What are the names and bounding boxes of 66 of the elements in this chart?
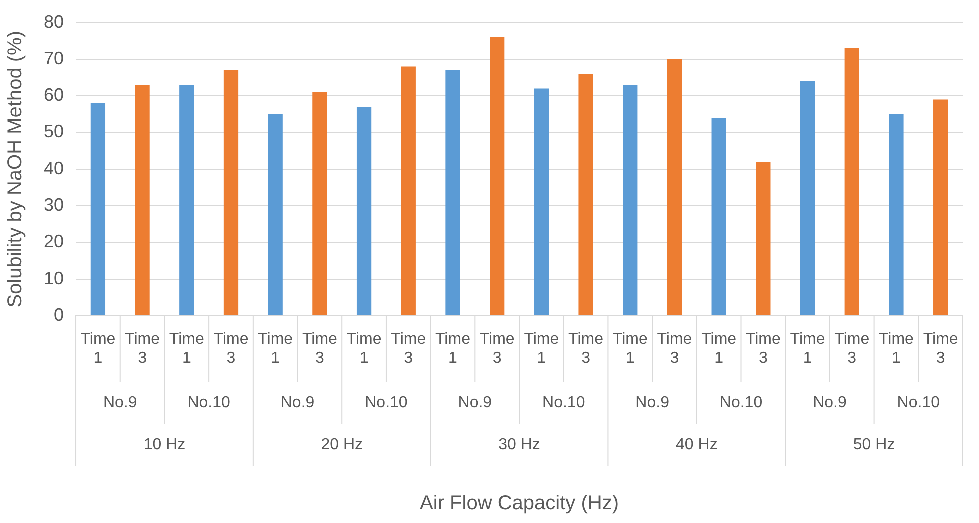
y-tick-label: 10 [44,268,64,288]
x-tick-label: Time 3 [923,331,958,368]
bar [667,59,682,316]
bar [224,70,239,316]
text: Air Flow Capacity (Hz) [420,492,619,515]
bar [756,162,771,316]
x-tick-label: Time 3 [214,331,249,368]
bar [934,100,948,316]
y-tick-label: 80 [44,12,64,32]
y-tick-label: 30 [44,195,64,216]
bar [135,85,150,316]
text: No.9 [636,394,670,412]
bar [446,70,460,316]
bar [90,103,106,316]
x-tick-label: Time 3 [480,331,515,368]
x-tick-label: Time 1 [258,331,294,368]
text: 30 Hz [498,436,540,454]
text: No.9 [280,394,315,412]
y-tick-label: 70 [44,48,64,68]
text: No.10 [188,394,231,412]
y-tick-label: 0 [54,304,64,325]
text: 20 Hz [321,436,364,454]
x-tick-label: Time 3 [302,331,338,368]
bar [490,37,505,316]
bar [889,114,904,316]
x-tick-label: Time 3 [834,331,870,368]
y-tick-label: 40 [44,158,64,178]
x-tick-label: Time 3 [568,331,604,368]
text: No.9 [103,394,138,412]
x-tick-label: Time 3 [391,331,426,368]
text: No.10 [897,394,940,412]
bar [268,114,283,316]
x-tick-label: Time 1 [524,331,560,368]
x-tick-label: Time 1 [346,331,382,368]
x-tick-label: Time 1 [790,331,826,368]
text: No.9 [813,394,847,412]
text: 10 Hz [144,436,186,454]
bar [312,92,328,316]
bar [180,85,194,316]
text: 40 Hz [676,436,718,454]
bar [356,107,372,316]
text: No.10 [720,394,763,412]
text: No.10 [542,394,586,412]
bar [712,118,726,316]
x-tick-label: Time 1 [878,331,914,368]
x-tick-label: Time 1 [612,331,648,368]
x-tick-label: Time 3 [125,331,160,368]
text: No.10 [365,394,408,412]
y-tick-label: 50 [44,122,64,142]
bar [534,88,550,316]
text: No.9 [458,394,492,412]
bar [623,85,638,316]
x-tick-label: Time 1 [169,331,204,368]
x-tick-label: Time 3 [657,331,692,368]
x-tick-label: Time 1 [702,331,737,368]
y-tick-label: 60 [44,85,64,106]
bar [844,48,860,316]
bar [578,74,594,316]
text: 50 Hz [853,436,896,454]
x-tick-label: Time 1 [80,331,116,368]
y-axis-title: Solubility by NaOH Method (%) [4,31,27,308]
x-tick-label: Time 3 [746,331,782,368]
bar [800,81,816,316]
x-tick-label: Time 1 [436,331,471,368]
bar [401,66,416,316]
y-tick-label: 20 [44,232,64,252]
